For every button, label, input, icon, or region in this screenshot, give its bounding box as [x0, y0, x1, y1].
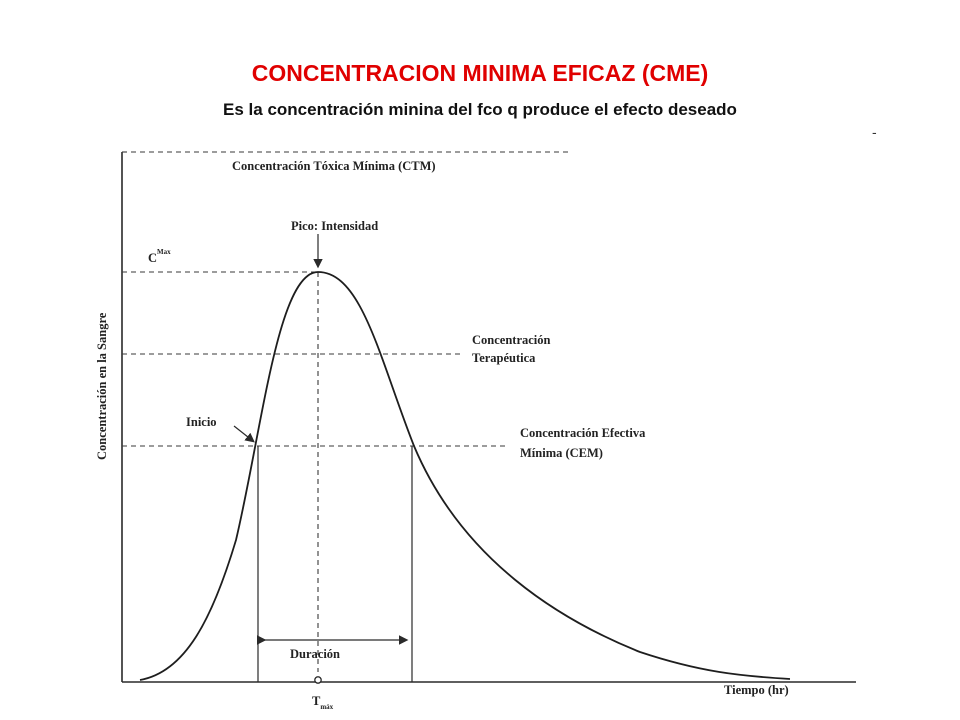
ctm-label: Concentración Tóxica Mínima (CTM) — [232, 159, 436, 173]
tmax-label: Tmáx — [312, 694, 334, 711]
slide-title: CONCENTRACION MINIMA EFICAZ (CME) — [251, 60, 709, 86]
onset-arrow — [233, 425, 255, 443]
peak-label: Pico: Intensidad — [291, 219, 378, 233]
x-axis-label: Tiempo (hr) — [724, 683, 789, 697]
therapeutic-label-line1: Concentración — [472, 333, 551, 347]
cem-label-line1: Concentración Efectiva — [520, 426, 646, 440]
cmax-label-superscript: Max — [157, 248, 171, 256]
tmax-marker — [314, 676, 322, 684]
onset-label: Inicio — [186, 415, 217, 429]
therapeutic-label-line2: Terapéutica — [472, 351, 536, 365]
stray-mark: - — [872, 124, 877, 140]
duration-label: Duración — [290, 647, 340, 661]
cem-label-line2: Mínima (CEM) — [520, 446, 603, 460]
concentration-curve — [139, 271, 791, 681]
slide-subtitle: Es la concentración minina del fco q pro… — [223, 100, 737, 119]
cmax-label-base: C — [148, 251, 157, 265]
tmax-label-base: T — [312, 694, 321, 708]
tmax-label-subscript: máx — [320, 703, 333, 711]
y-axis-label: Concentración en la Sangre — [95, 312, 109, 460]
cmax-label: CMax — [148, 248, 171, 265]
